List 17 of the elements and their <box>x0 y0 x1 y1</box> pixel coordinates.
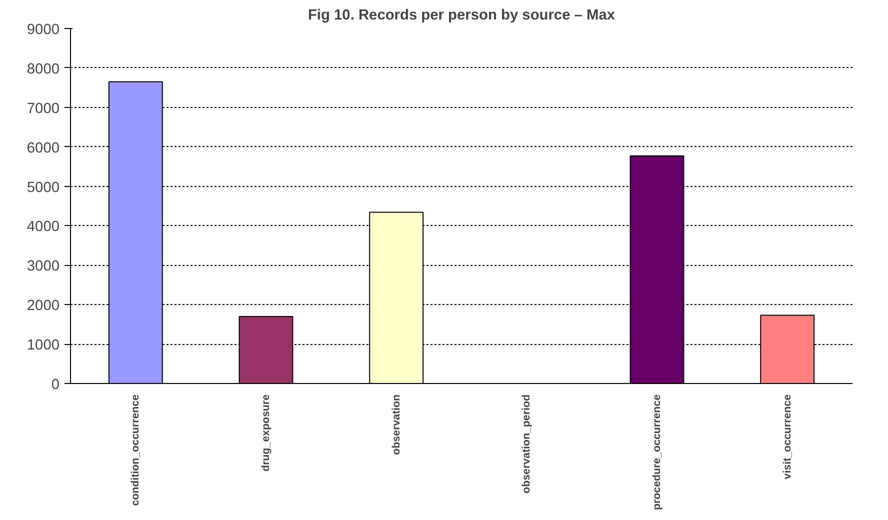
x-tick-label: procedure_occurrence <box>651 394 663 510</box>
y-tick-label: 3000 <box>26 258 60 275</box>
y-tick-label: 2000 <box>26 298 60 314</box>
chart-title: Fig 10. Records per person by source – Max <box>308 8 616 24</box>
y-tick-label: 1000 <box>26 338 60 354</box>
y-tick-label: 0 <box>51 377 60 393</box>
x-tick-label: condition_occurrence <box>130 394 142 506</box>
x-tick-label: drug_exposure <box>260 394 272 472</box>
y-tick-label: 5000 <box>26 180 60 196</box>
y-tick-label: 4000 <box>26 219 60 236</box>
y-tick-label: 8000 <box>26 61 60 78</box>
y-tick-label: 6000 <box>26 140 60 156</box>
y-tick-label: 9000 <box>26 22 60 38</box>
x-tick-label: visit_occurrence <box>781 394 794 480</box>
x-tick-label: observation <box>390 394 402 455</box>
x-tick-label: observation_period <box>520 394 533 494</box>
y-tick-label: 7000 <box>26 100 60 117</box>
